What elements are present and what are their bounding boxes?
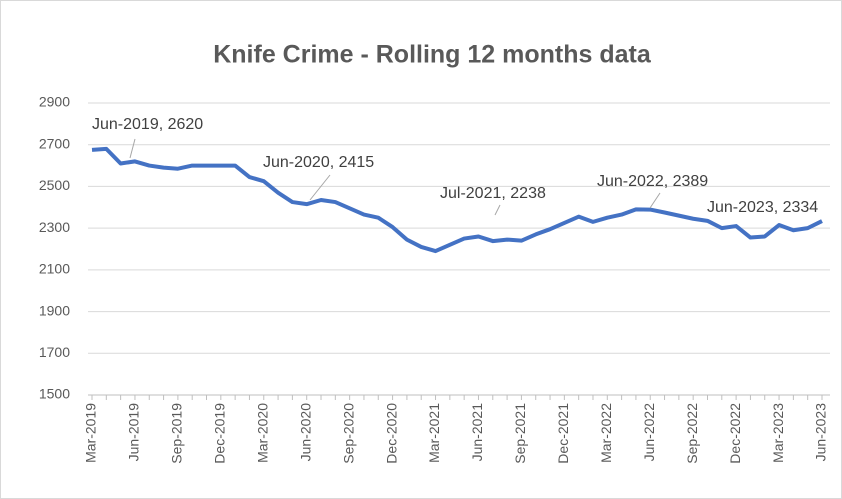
annotation-leader: [494, 204, 501, 216]
y-tick-label: 1700: [39, 344, 70, 360]
x-tick-label: Dec-2020: [383, 403, 399, 464]
data-line: [91, 146, 823, 254]
y-tick-label: 2500: [39, 177, 70, 193]
x-tick-label: Mar-2020: [254, 403, 270, 463]
x-tick-label: Mar-2021: [426, 403, 442, 463]
x-tick-label: Jun-2023: [813, 403, 829, 462]
annotation-leader: [129, 138, 136, 159]
x-tick-label: Sep-2022: [684, 403, 700, 464]
chart-title: Knife Crime - Rolling 12 months data: [213, 41, 652, 69]
x-tick-label: Jun-2019: [126, 403, 142, 462]
annotation: Jun-2023, 2334: [707, 199, 818, 216]
y-tick-label: 1500: [39, 386, 70, 402]
x-tick-label: Jun-2022: [641, 403, 657, 462]
x-tick-label: Dec-2022: [727, 403, 743, 464]
x-tick-label: Dec-2021: [555, 403, 571, 464]
annotation: Jul-2021, 2238: [440, 185, 546, 202]
x-tick-label: Jun-2020: [297, 403, 313, 462]
x-tick-label: Sep-2021: [512, 403, 528, 464]
annotation: Jun-2020, 2415: [263, 154, 374, 171]
y-tick-label: 2100: [39, 261, 70, 277]
x-tick-label: Mar-2019: [83, 403, 99, 463]
annotation-leader: [309, 174, 331, 201]
y-tick-label: 2900: [39, 94, 70, 110]
x-tick-label: Mar-2023: [770, 403, 786, 463]
x-tick-label: Dec-2019: [212, 403, 228, 464]
x-tick-label: Sep-2020: [340, 403, 356, 464]
annotation: Jun-2019, 2620: [92, 116, 203, 133]
x-tick-label: Jun-2021: [469, 403, 485, 462]
annotation-leader: [649, 192, 661, 209]
annotation: Jun-2022, 2389: [597, 173, 708, 190]
x-tick-label: Sep-2019: [169, 403, 185, 464]
y-tick-label: 2300: [39, 219, 70, 235]
y-tick-label: 1900: [39, 302, 70, 318]
y-tick-label: 2700: [39, 135, 70, 151]
x-tick-label: Mar-2022: [598, 403, 614, 463]
